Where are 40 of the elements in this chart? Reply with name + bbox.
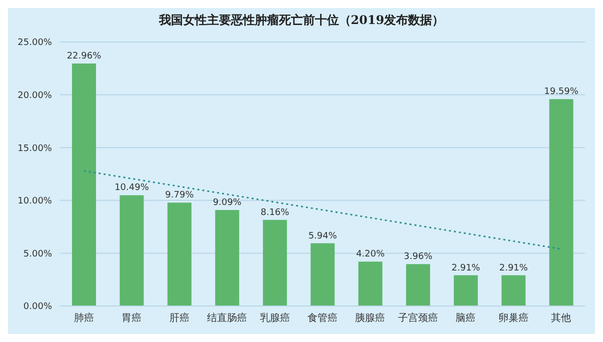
x-tick-label: 肝癌 [169,312,190,324]
data-label: 4.20% [356,250,386,260]
x-tick-label: 胰腺癌 [355,312,386,324]
x-tick-label: 乳腺癌 [260,312,290,324]
x-tick-label: 子宫颈癌 [398,312,438,324]
y-tick-label: 25.00% [18,38,52,48]
data-label: 10.49% [114,183,150,194]
data-label: 3.96% [404,252,433,262]
bar [167,202,192,306]
x-tick-label: 脑癌 [456,312,476,324]
x-tick-label: 卵巢癌 [498,312,528,324]
y-tick-label: 5.00% [23,249,52,260]
chart-title: 我国女性主要恶性肿瘤死亡前十位（2019发布数据） [158,12,446,29]
y-tick-label: 15.00% [18,144,52,154]
bar [406,264,430,306]
data-label: 2.91% [499,263,528,274]
data-label: 5.94% [308,231,338,242]
data-label: 9.79% [165,190,194,201]
data-label: 9.09% [212,198,242,208]
y-tick-label: 0.00% [23,302,52,312]
bar [72,64,96,306]
y-tick-label: 20.00% [18,90,52,101]
bar [358,262,382,306]
bar [310,243,335,306]
data-label: 22.96% [66,52,102,62]
y-tick-label: 10.00% [18,196,52,207]
bar [120,195,144,306]
data-label: 8.16% [260,208,290,218]
data-label: 2.91% [452,263,481,274]
bar [262,220,287,306]
x-tick-label: 胃癌 [122,312,142,324]
x-tick-label: 结直肠癌 [207,312,248,324]
bar [549,99,574,306]
data-label: 19.59% [544,87,579,98]
bar [215,210,240,306]
bar [454,275,478,306]
bar [502,275,526,306]
x-tick-label: 其他 [551,312,572,324]
x-tick-label: 肺癌 [74,312,94,324]
x-tick-label: 食管癌 [308,312,338,324]
